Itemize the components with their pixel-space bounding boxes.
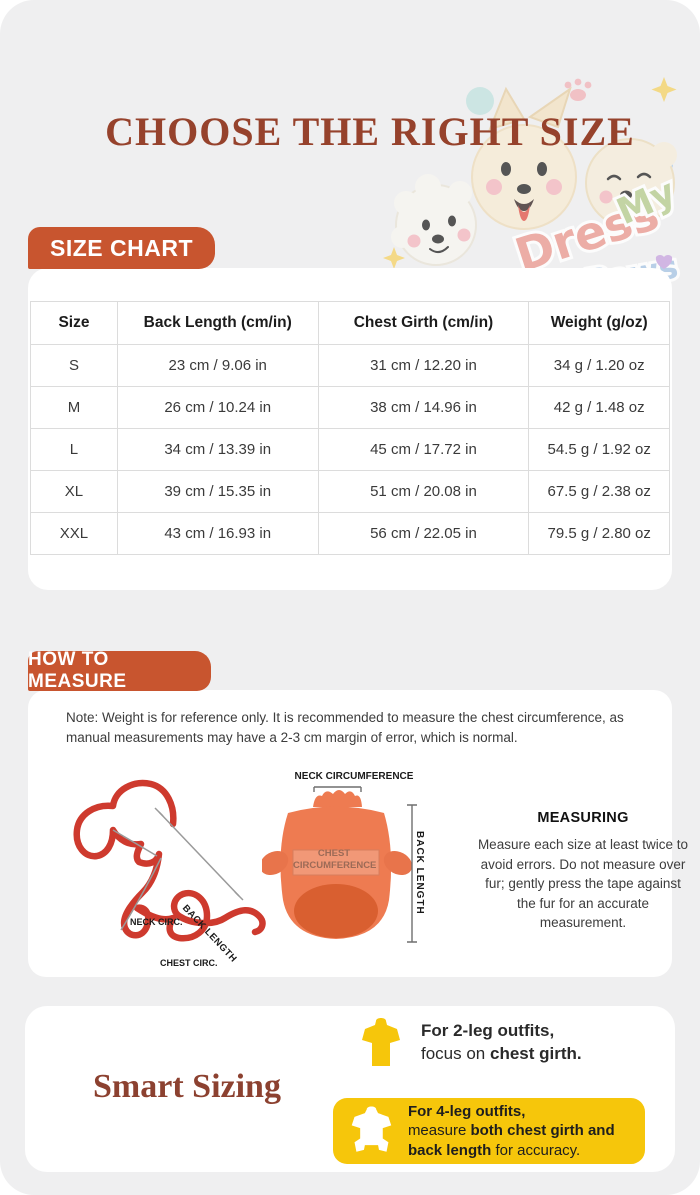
two-leg-tip: For 2-leg outfits, focus on chest girth. — [355, 1014, 582, 1072]
size-chart-badge: SIZE CHART — [28, 227, 215, 269]
cell-size: L — [30, 428, 118, 471]
sparkle-icon — [383, 247, 405, 269]
how-to-measure-card: Note: Weight is for reference only. It i… — [28, 690, 688, 977]
cell-back-length: 39 cm / 15.35 in — [116, 470, 319, 513]
cell-weight: 79.5 g / 2.80 oz — [528, 512, 670, 555]
two-leg-outfit-icon — [362, 1018, 400, 1066]
table-row: XXL 43 cm / 16.93 in 56 cm / 22.05 in 79… — [30, 512, 670, 555]
paw-print-icon — [564, 78, 592, 101]
table-header-row: Size Back Length (cm/in) Chest Girth (cm… — [30, 301, 670, 345]
hoodie-icon — [259, 786, 417, 943]
cell-size: XXL — [30, 512, 118, 555]
garment-measure-diagram: NECK CIRCUMFERENCE BACK LENGTH CHEST CIRC… — [259, 765, 448, 961]
cell-chest-girth: 45 cm / 17.72 in — [317, 428, 530, 471]
cell-weight: 54.5 g / 1.92 oz — [528, 428, 670, 471]
column-header-weight: Weight (g/oz) — [528, 301, 670, 345]
four-leg-tip: For 4-leg outfits, measure both chest gi… — [333, 1098, 645, 1164]
cell-weight: 34 g / 1.20 oz — [528, 344, 670, 387]
column-header-size: Size — [30, 301, 118, 345]
table-row: L 34 cm / 13.39 in 45 cm / 17.72 in 54.5… — [30, 428, 670, 471]
logo-dog-center — [471, 86, 577, 230]
table-row: S 23 cm / 9.06 in 31 cm / 12.20 in 34 g … — [30, 344, 670, 387]
cell-weight: 67.5 g / 2.38 oz — [528, 470, 670, 513]
size-chart-card: Size Back Length (cm/in) Chest Girth (cm… — [28, 268, 672, 590]
smart-sizing-title: Smart Sizing — [93, 1068, 281, 1105]
cell-back-length: 43 cm / 16.93 in — [116, 512, 319, 555]
cell-chest-girth: 38 cm / 14.96 in — [317, 386, 530, 429]
dog-neck-circ-label: NECK CIRC. — [130, 917, 183, 927]
dress-my-paws-logo: Dress My Paws — [383, 77, 684, 298]
cell-back-length: 23 cm / 9.06 in — [116, 344, 319, 387]
logo-teal-blob — [466, 87, 494, 115]
cell-back-length: 26 cm / 10.24 in — [116, 386, 319, 429]
measuring-instructions: MEASURING Measure each size at least twi… — [474, 810, 692, 933]
smart-sizing-card: Smart Sizing For 2-leg outfits, focus on… — [25, 1006, 675, 1172]
heart-icon — [655, 254, 673, 269]
garment-back-length-label: BACK LENGTH — [414, 831, 425, 915]
sparkle-icon — [651, 77, 677, 102]
measuring-title: MEASURING — [537, 810, 629, 826]
column-header-chest-girth: Chest Girth (cm/in) — [317, 301, 530, 345]
cell-chest-girth: 51 cm / 20.08 in — [317, 470, 530, 513]
measure-note: Note: Weight is for reference only. It i… — [66, 710, 624, 746]
dog-measure-diagram: NECK CIRC. BACK LENGTH CHEST CIRC. — [52, 766, 278, 968]
cell-back-length: 34 cm / 13.39 in — [116, 428, 319, 471]
cell-chest-girth: 31 cm / 12.20 in — [317, 344, 530, 387]
two-leg-tip-text: For 2-leg outfits, focus on chest girth. — [421, 1021, 582, 1063]
dog-chest-circ-label: CHEST CIRC. — [160, 958, 218, 968]
garment-chest-label: CHEST CIRCUMFERENCE — [293, 848, 377, 871]
dog-line-art-icon — [73, 779, 266, 942]
measuring-body: Measure each size at least twice to avoi… — [477, 837, 689, 931]
column-header-back-length: Back Length (cm/in) — [116, 301, 319, 345]
garment-neck-label: NECK CIRCUMFERENCE — [294, 771, 414, 782]
table-row: XL 39 cm / 15.35 in 51 cm / 20.08 in 67.… — [30, 470, 670, 513]
four-leg-tip-text: For 4-leg outfits, measure both chest gi… — [407, 1103, 615, 1159]
size-chart-table: Size Back Length (cm/in) Chest Girth (cm… — [30, 301, 670, 555]
cell-size: M — [30, 386, 118, 429]
four-leg-outfit-icon — [351, 1106, 392, 1152]
how-to-measure-badge: HOW TO MEASURE — [28, 649, 211, 692]
cell-size: XL — [30, 470, 118, 513]
cell-chest-girth: 56 cm / 22.05 in — [317, 512, 530, 555]
cell-size: S — [30, 344, 118, 387]
logo-dog-left — [391, 174, 477, 266]
logo-dog-right — [585, 138, 677, 228]
cell-weight: 42 g / 1.48 oz — [528, 386, 670, 429]
page-title: CHOOSE THE RIGHT SIZE — [105, 109, 635, 154]
table-row: M 26 cm / 10.24 in 38 cm / 14.96 in 42 g… — [30, 386, 670, 429]
